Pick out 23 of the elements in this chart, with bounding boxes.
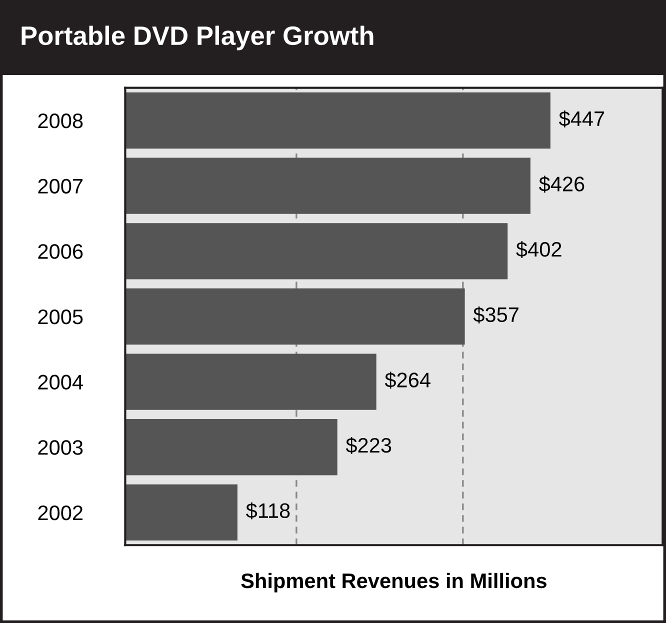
y-tick-label: 2004 [38,374,83,390]
y-tick-label: 2002 [38,505,82,520]
bar [125,158,530,214]
bar [125,419,338,476]
y-tick-label: 2008 [38,114,83,128]
bar [125,484,238,541]
data-label: $447 [558,110,604,128]
data-label: $426 [539,176,584,193]
data-label: $402 [516,241,562,258]
y-tick-label: 2003 [38,440,83,455]
data-label: $264 [384,372,430,389]
bar [125,92,550,149]
x-axis-title: Shipment Revenues in Millions [241,572,546,592]
y-tick-label: 2006 [38,244,83,259]
y-tick-label: 2005 [38,309,83,324]
bar [125,354,376,410]
y-tick-label: 2007 [38,178,82,194]
data-label: $357 [473,306,518,324]
data-label: $223 [346,437,392,454]
data-label: $118 [246,502,290,520]
bar [125,223,508,280]
chart-title: Portable DVD Player Growth [22,26,374,50]
bar [125,288,465,345]
